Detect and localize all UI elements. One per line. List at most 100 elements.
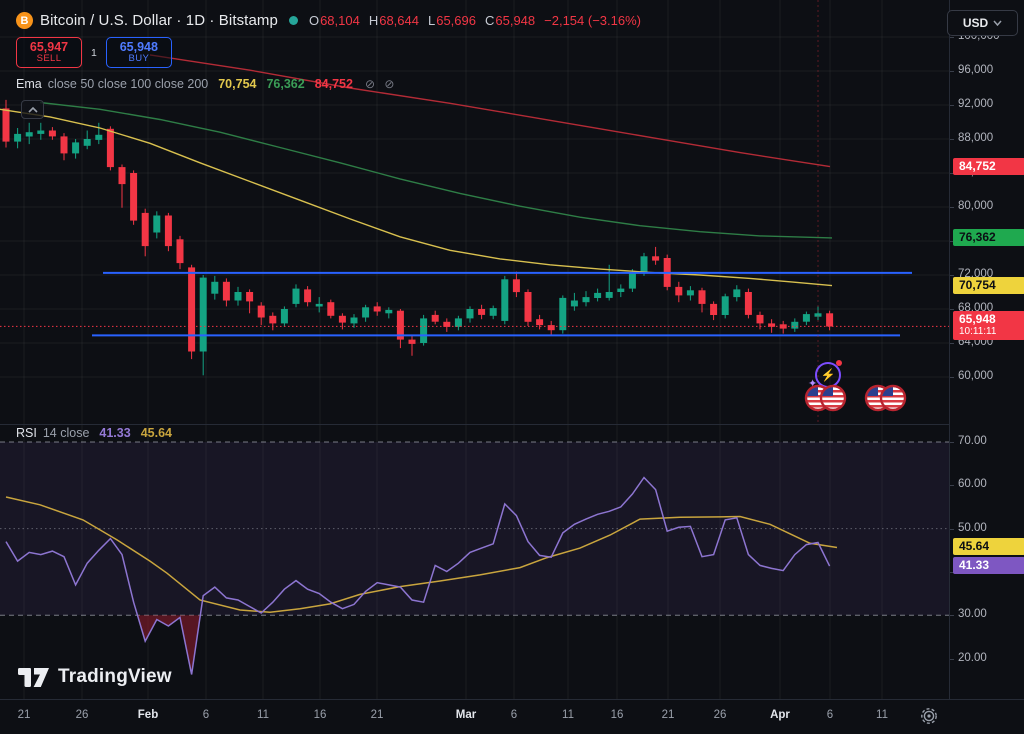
rsi-chart-canvas[interactable]: [0, 425, 949, 699]
low-label: L: [427, 13, 436, 28]
time-tick-label: 26: [713, 709, 727, 721]
rsi-tick-mark: [950, 572, 954, 573]
price-tick-mark: [950, 37, 954, 38]
close-label: C: [484, 13, 495, 28]
bar-countdown: 10:11:11: [959, 326, 997, 338]
buy-label: BUY: [128, 53, 150, 65]
price-level-label: 84,752: [953, 158, 1024, 176]
pane-divider[interactable]: [0, 424, 949, 425]
rsi-tick-label: 70.00: [958, 435, 987, 447]
price-tick-mark: [950, 139, 954, 140]
symbol-header: B Bitcoin / U.S. Dollar · 1D · Bitstamp …: [16, 12, 641, 29]
time-tick-label: 21: [17, 709, 31, 721]
market-status-icon: [288, 16, 298, 25]
open-label: O: [308, 13, 320, 28]
price-axis[interactable]: 100,00096,00092,00088,00084,00080,00076,…: [949, 0, 1024, 699]
time-tick-label: 11: [562, 709, 574, 721]
price-tick-mark: [950, 275, 954, 276]
rsi-ma-value: 45.64: [140, 426, 172, 440]
price-chart-canvas[interactable]: [0, 0, 949, 424]
sparkle-icon: ✦: [808, 378, 818, 390]
time-tick-label: 6: [510, 709, 518, 721]
sell-button[interactable]: 65,947 SELL: [16, 37, 82, 68]
chevron-down-icon: [993, 20, 1002, 26]
time-tick-label: 6: [826, 709, 834, 721]
symbol-title[interactable]: Bitcoin / U.S. Dollar · 1D · Bitstamp: [40, 12, 278, 29]
economic-event-flags-2[interactable]: [864, 383, 908, 413]
close-value: 65,948: [495, 13, 536, 28]
candles: [2, 99, 834, 376]
time-tick-label: Feb: [137, 709, 159, 721]
us-flag-pair-icon: [864, 384, 907, 412]
rsi-tick-label: 50.00: [958, 522, 987, 534]
time-tick-label: 11: [876, 709, 888, 721]
rsi-level-label: 45.64: [953, 538, 1024, 556]
rsi-name: RSI: [16, 426, 37, 440]
price-tick-mark: [950, 377, 954, 378]
ema-legend[interactable]: Ema close 50 close 100 close 200 70,754 …: [16, 77, 397, 91]
time-tick-label: 11: [257, 709, 269, 721]
rsi-pane[interactable]: [0, 425, 949, 699]
buy-button[interactable]: 65,948 BUY: [105, 37, 172, 68]
buy-price: 65,948: [119, 39, 158, 54]
economic-event-flags-1[interactable]: [804, 383, 848, 413]
time-tick-label: 16: [610, 709, 624, 721]
sell-price: 65,947: [29, 39, 69, 54]
high-value: 68,644: [379, 13, 419, 28]
hidden-indicator-icons[interactable]: ⊘ ⊘: [364, 77, 398, 91]
price-tick-mark: [950, 71, 954, 72]
collapse-pane-button[interactable]: [21, 100, 44, 119]
rsi-tick-label: 20.00: [958, 652, 987, 664]
high-label: H: [368, 13, 379, 28]
rsi-tick-mark: [950, 442, 954, 443]
bitcoin-icon: B: [16, 12, 33, 29]
currency-selector[interactable]: USD: [947, 10, 1018, 36]
rsi-level-label: 41.33: [953, 557, 1024, 575]
rsi-tick-mark: [950, 485, 954, 486]
price-level-label: 65,948 10:11:11: [953, 311, 1024, 340]
rsi-tick-mark: [950, 529, 954, 530]
axis-settings-gear-icon[interactable]: [918, 705, 940, 727]
price-tick-mark: [950, 241, 954, 242]
us-flag-pair-icon: [804, 384, 847, 412]
ema-params: close 50 close 100 close 200: [47, 77, 209, 91]
time-tick-label: 16: [313, 709, 327, 721]
ema100-value: 76,362: [266, 77, 305, 91]
spread-value: 1: [91, 46, 97, 59]
price-tick-mark: [950, 173, 954, 174]
currency-label: USD: [962, 16, 989, 30]
rsi-value: 41.33: [99, 426, 131, 440]
tradingview-mark-icon: [18, 667, 49, 687]
time-tick-label: 21: [370, 709, 384, 721]
tradingview-logo-text: TradingView: [58, 666, 172, 687]
chevron-up-icon: [27, 106, 38, 113]
price-tick-label: 92,000: [958, 98, 994, 110]
time-axis[interactable]: 21 26 Feb 6 11 16 21 Mar 6 11 16 21 26 Apr 6 11: [0, 699, 1024, 734]
tradingview-logo[interactable]: TradingView: [18, 666, 172, 688]
time-tick-label: 26: [75, 709, 89, 721]
rsi-tick-mark: [950, 615, 954, 616]
price-tick-label: 96,000: [958, 64, 994, 76]
ohlc-values: O 68,104 H 68,644 L 65,696 C 65,948 −2,154 (…: [309, 13, 641, 28]
rsi-tick-label: 60.00: [958, 478, 987, 490]
change-value: −2,154 (−3.16%): [544, 13, 641, 28]
order-panel: 65,947 SELL 1 65,948 BUY: [16, 37, 172, 68]
open-value: 68,104: [320, 13, 360, 28]
main-chart-pane[interactable]: [0, 0, 949, 424]
rsi-tick-mark: [950, 659, 954, 660]
time-tick-label: Apr: [770, 709, 790, 721]
price-tick-mark: [950, 309, 954, 310]
sell-label: SELL: [36, 53, 62, 65]
notification-dot: [836, 360, 842, 366]
price-level-label: 76,362: [953, 229, 1024, 247]
ema200-value: 84,752: [314, 77, 353, 91]
low-value: 65,696: [436, 13, 476, 28]
time-tick-label: 21: [661, 709, 675, 721]
ema-name: Ema: [16, 77, 42, 91]
time-tick-label: 6: [202, 709, 210, 721]
price-tick-label: 80,000: [958, 200, 994, 212]
rsi-legend[interactable]: RSI 14 close 41.33 45.64: [16, 426, 172, 440]
price-tick-mark: [950, 207, 954, 208]
price-level-label: 70,754: [953, 277, 1024, 295]
